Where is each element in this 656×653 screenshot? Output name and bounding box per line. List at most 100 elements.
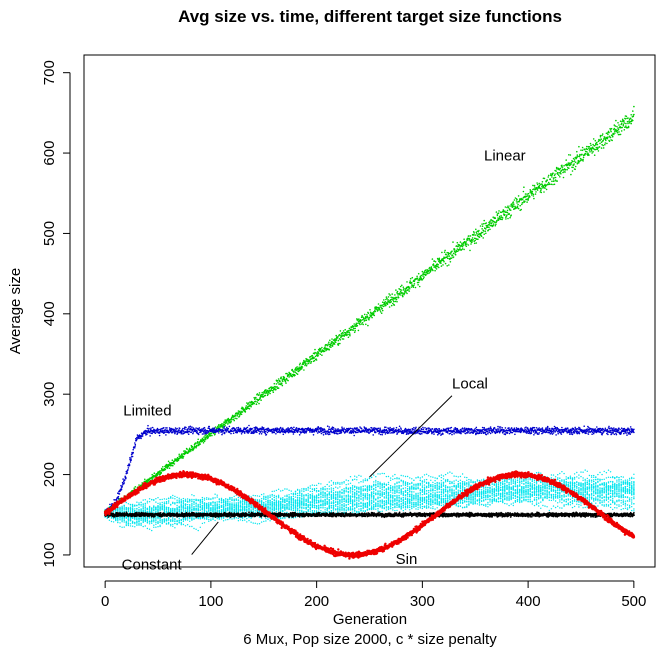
point-local bbox=[402, 510, 404, 512]
point-local bbox=[631, 484, 633, 487]
point-local bbox=[417, 506, 419, 509]
point-local bbox=[438, 485, 440, 487]
point-local bbox=[368, 493, 371, 496]
point-local bbox=[580, 504, 582, 506]
point-local bbox=[485, 485, 487, 487]
point-local bbox=[146, 527, 149, 530]
point-local bbox=[421, 481, 424, 483]
point-local bbox=[260, 493, 263, 496]
point-local bbox=[436, 489, 438, 491]
point-local bbox=[409, 506, 411, 509]
point-local bbox=[227, 498, 229, 501]
point-local bbox=[318, 502, 320, 504]
point-local bbox=[343, 495, 345, 497]
point-local bbox=[377, 485, 379, 488]
point-local bbox=[406, 482, 409, 485]
point-local bbox=[370, 503, 373, 505]
point-local bbox=[167, 523, 170, 525]
point-local bbox=[436, 477, 438, 479]
point-local bbox=[478, 496, 481, 498]
point-local bbox=[330, 510, 333, 512]
point-local bbox=[523, 487, 525, 489]
point-local bbox=[599, 495, 601, 497]
point-local bbox=[159, 524, 161, 526]
point-local bbox=[442, 483, 445, 485]
point-local bbox=[288, 497, 290, 499]
point-local bbox=[330, 501, 333, 503]
point-local bbox=[430, 499, 432, 502]
point-local bbox=[559, 491, 561, 494]
point-local bbox=[396, 504, 398, 507]
point-local bbox=[148, 507, 151, 509]
point-local bbox=[296, 492, 299, 495]
point-local bbox=[584, 480, 586, 482]
point-local bbox=[381, 510, 383, 512]
point-local bbox=[523, 495, 525, 497]
point-local bbox=[189, 517, 191, 520]
point-local bbox=[461, 473, 464, 475]
point-local bbox=[305, 494, 307, 496]
point-local bbox=[510, 503, 512, 505]
point-local bbox=[593, 476, 595, 478]
point-local bbox=[580, 482, 582, 484]
point-local bbox=[438, 500, 440, 503]
point-local bbox=[550, 474, 553, 476]
point-local bbox=[373, 504, 375, 506]
point-local bbox=[172, 507, 174, 510]
point-local bbox=[502, 500, 504, 503]
point-local bbox=[616, 479, 618, 481]
point-local bbox=[358, 499, 360, 501]
point-local bbox=[622, 476, 624, 478]
point-local bbox=[292, 507, 295, 510]
point-local bbox=[339, 501, 341, 503]
point-local bbox=[557, 474, 559, 476]
point-local bbox=[506, 494, 508, 496]
point-local bbox=[315, 505, 318, 508]
point-local bbox=[607, 469, 610, 471]
point-local bbox=[423, 490, 426, 492]
point-local bbox=[432, 503, 434, 505]
point-local bbox=[364, 505, 366, 507]
point-local bbox=[409, 483, 411, 485]
point-local bbox=[263, 493, 265, 495]
point-local bbox=[356, 499, 358, 502]
point-local bbox=[449, 498, 451, 501]
point-local bbox=[337, 510, 339, 512]
point-local bbox=[633, 483, 635, 485]
point-local bbox=[142, 517, 144, 519]
point-local bbox=[516, 487, 519, 489]
point-local bbox=[620, 488, 622, 491]
point-local bbox=[356, 494, 358, 496]
point-local bbox=[349, 486, 352, 489]
point-local bbox=[453, 489, 455, 491]
point-local bbox=[624, 479, 627, 481]
point-local bbox=[474, 493, 476, 495]
point-local bbox=[622, 502, 624, 504]
point-local bbox=[400, 500, 402, 503]
point-local bbox=[269, 496, 271, 498]
point-local bbox=[324, 503, 326, 505]
point-local bbox=[170, 525, 172, 527]
point-local bbox=[127, 503, 130, 505]
point-local bbox=[186, 498, 189, 500]
point-local bbox=[548, 492, 550, 494]
point-local bbox=[155, 501, 157, 503]
point-local bbox=[206, 498, 208, 500]
point-local bbox=[385, 509, 388, 511]
point-local bbox=[277, 494, 280, 496]
point-local bbox=[129, 523, 132, 525]
point-local bbox=[447, 489, 449, 491]
point-local bbox=[535, 496, 538, 499]
point-local bbox=[203, 497, 206, 499]
point-local bbox=[167, 500, 170, 502]
point-local bbox=[502, 486, 504, 489]
point-local bbox=[404, 497, 407, 499]
point-local bbox=[356, 486, 358, 488]
point-local bbox=[599, 471, 601, 474]
point-local bbox=[216, 496, 218, 498]
point-local bbox=[148, 498, 151, 500]
point-local bbox=[586, 480, 588, 482]
point-local bbox=[565, 480, 567, 483]
point-local bbox=[290, 505, 292, 508]
point-local bbox=[563, 493, 565, 496]
